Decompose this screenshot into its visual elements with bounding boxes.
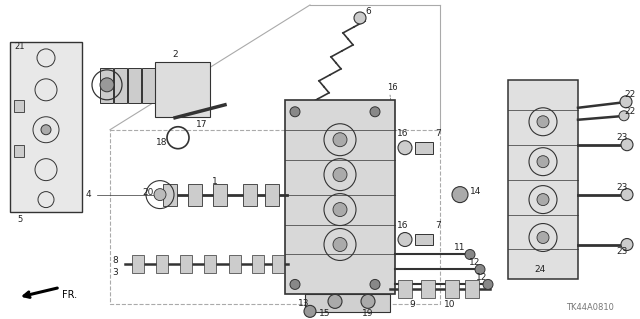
Bar [265,184,279,205]
Text: 3: 3 [112,268,118,277]
Bar [213,184,227,205]
Text: 21: 21 [15,42,25,51]
Bar [508,80,578,279]
Text: 20: 20 [142,188,154,197]
Circle shape [41,125,51,135]
Text: 6: 6 [365,7,371,17]
Circle shape [290,107,300,117]
Bar [128,68,141,103]
Circle shape [100,78,114,92]
Bar [305,294,390,312]
Bar [163,184,177,205]
Circle shape [290,279,300,289]
Circle shape [361,294,375,308]
Circle shape [537,232,549,243]
Circle shape [328,294,342,308]
Text: 2: 2 [172,50,178,59]
Bar [465,280,479,298]
Circle shape [333,238,347,251]
Circle shape [465,249,475,259]
Text: 14: 14 [470,187,482,196]
Text: 8: 8 [112,256,118,265]
Text: 7: 7 [435,221,441,230]
Bar [180,256,192,273]
Text: 4: 4 [85,190,91,199]
Text: 12: 12 [469,258,481,267]
Bar [10,42,82,211]
Text: 16: 16 [397,221,409,230]
Circle shape [333,168,347,182]
Circle shape [333,203,347,217]
Text: 1: 1 [212,177,218,186]
Text: 23: 23 [616,183,628,192]
Bar [188,184,202,205]
Bar [285,100,395,294]
Bar [415,142,433,154]
Circle shape [370,107,380,117]
Circle shape [537,156,549,168]
Text: 13: 13 [298,299,310,308]
Circle shape [398,141,412,155]
Circle shape [475,264,485,274]
Text: 9: 9 [409,300,415,309]
Text: 7: 7 [435,129,441,138]
Bar [229,256,241,273]
Text: 5: 5 [17,215,22,224]
Bar [272,256,284,273]
Text: 17: 17 [196,120,208,129]
Bar [114,68,127,103]
Bar [421,280,435,298]
Circle shape [620,96,632,108]
Bar [142,68,155,103]
Text: 12: 12 [476,273,488,282]
Bar [155,62,210,117]
Text: TK44A0810: TK44A0810 [566,303,614,312]
Circle shape [621,189,633,201]
Text: 24: 24 [534,265,546,274]
Bar [14,145,24,157]
Text: 22: 22 [625,90,636,99]
Text: FR.: FR. [62,290,77,300]
Text: 23: 23 [616,247,628,256]
Bar [156,256,168,273]
Bar [204,256,216,273]
Text: 19: 19 [362,309,374,318]
Bar [132,256,144,273]
Bar [100,68,113,103]
Circle shape [537,194,549,205]
Circle shape [537,116,549,128]
Circle shape [619,111,629,121]
Bar [14,100,24,112]
Text: 15: 15 [319,309,331,318]
Text: 16: 16 [387,83,397,92]
Circle shape [398,233,412,247]
Text: 16: 16 [397,129,409,138]
Bar [445,280,459,298]
Circle shape [483,279,493,289]
Bar [252,256,264,273]
Circle shape [354,12,366,24]
Circle shape [370,279,380,289]
Circle shape [452,187,468,203]
Circle shape [304,305,316,317]
Bar [398,280,412,298]
Bar [243,184,257,205]
Circle shape [621,239,633,250]
Circle shape [154,189,166,201]
Text: 22: 22 [625,107,636,116]
Circle shape [621,139,633,151]
Text: 23: 23 [616,133,628,142]
Bar [415,234,433,246]
Bar [110,130,440,304]
Text: 18: 18 [156,138,168,147]
Text: 11: 11 [454,243,466,252]
Circle shape [333,133,347,147]
Text: 10: 10 [444,300,456,309]
